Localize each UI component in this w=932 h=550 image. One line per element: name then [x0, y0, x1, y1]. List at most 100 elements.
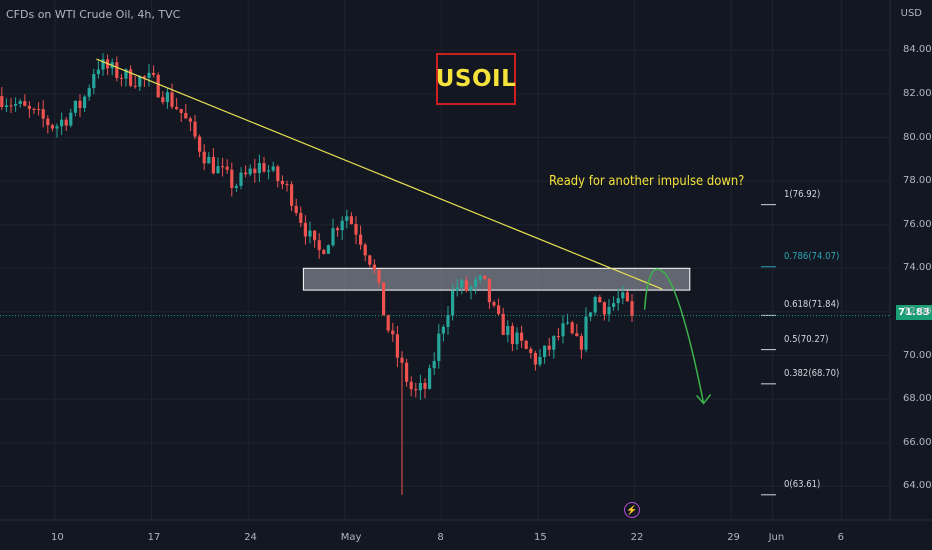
candle-body: [386, 315, 390, 331]
candle-body: [142, 76, 146, 78]
candle-body: [188, 118, 192, 122]
candle-body: [239, 172, 243, 186]
price-tick-label: 64.00: [903, 480, 932, 492]
candle-body: [543, 345, 547, 357]
candle-body: [308, 230, 312, 237]
candle-body: [170, 92, 174, 107]
candle-body: [46, 118, 50, 126]
candle-body: [349, 216, 353, 225]
candle-body: [37, 108, 41, 110]
candle-body: [23, 101, 27, 106]
candle-body: [78, 100, 82, 108]
resistance-zone: [302, 267, 691, 291]
candle-body: [515, 332, 519, 345]
candle-body: [441, 326, 445, 334]
candle-body: [501, 313, 505, 335]
time-tick-label: 6: [837, 532, 844, 543]
price-tick-label: 70.00: [903, 349, 932, 361]
candle-body: [451, 290, 455, 316]
candle-body: [257, 163, 261, 174]
candle-body: [32, 108, 36, 110]
candle-body: [193, 121, 197, 137]
candle-body: [0, 96, 4, 107]
candle-body: [4, 105, 8, 107]
candle-body: [510, 326, 514, 345]
candle-body: [363, 244, 367, 256]
candle-body: [175, 106, 179, 109]
candle-body: [566, 322, 570, 324]
price-tick-label: 80.00: [903, 131, 932, 143]
candle-body: [607, 306, 611, 315]
price-tick-label: 82.00: [903, 87, 932, 99]
candle-body: [276, 166, 280, 181]
candle-body: [372, 264, 376, 270]
candle-body: [303, 222, 307, 237]
candle-body: [497, 305, 501, 314]
candle-body: [129, 69, 133, 86]
candle-body: [584, 316, 588, 350]
current-price-tag: 71.83: [896, 305, 932, 320]
candle-body: [198, 136, 202, 152]
candle-body: [340, 220, 344, 231]
candle-body: [92, 74, 96, 89]
candle-body: [602, 302, 606, 315]
candle-body: [165, 92, 169, 103]
candle-body: [395, 334, 399, 358]
candle-body: [418, 383, 422, 391]
candle-body: [377, 269, 381, 283]
candle-body: [248, 168, 252, 175]
candle-body: [524, 340, 528, 349]
candle-body: [423, 383, 427, 389]
candle-body: [630, 301, 634, 316]
candle-body: [322, 250, 326, 254]
fib-level-label: 1(76.92): [784, 188, 821, 200]
candle-body: [368, 255, 372, 265]
time-tick-label: 29: [727, 532, 740, 543]
candle-body: [520, 332, 524, 341]
candle-body: [115, 62, 119, 78]
candle-body: [313, 230, 317, 241]
candle-body: [359, 234, 363, 245]
candle-body: [73, 100, 77, 113]
candle-body: [216, 166, 220, 174]
candle-body: [492, 302, 496, 306]
candle-body: [184, 113, 188, 119]
candle-body: [55, 126, 59, 129]
candle-body: [41, 109, 45, 119]
candle-body: [625, 292, 629, 302]
lightning-icon[interactable]: ⚡: [624, 502, 640, 518]
drawing-overlay: [96, 58, 712, 405]
candle-body: [271, 166, 275, 171]
candle-body: [87, 88, 91, 97]
candle-body: [446, 315, 450, 327]
time-tick-label: 10: [51, 532, 64, 543]
candle-body: [152, 72, 156, 75]
candle-body: [460, 280, 464, 288]
candle-body: [345, 216, 349, 221]
candle-body: [161, 97, 165, 103]
candle-body: [230, 169, 234, 188]
candle-body: [538, 356, 542, 365]
candle-body: [156, 74, 160, 98]
annotation-text: Ready for another impulse down?: [549, 173, 745, 189]
price-tick-label: 72.00: [903, 305, 932, 317]
candle-body: [579, 336, 583, 350]
candle-body: [474, 279, 478, 288]
candle-body: [294, 205, 298, 213]
candlestick-series: [0, 53, 634, 495]
candle-body: [221, 166, 225, 168]
candle-body: [317, 240, 321, 251]
candle-body: [69, 112, 73, 126]
time-tick-label: 22: [630, 532, 644, 543]
candle-body: [478, 275, 482, 280]
projection-arrowhead: [696, 393, 712, 405]
candle-body: [616, 298, 620, 304]
fib-level-label: 0.382(68.70): [784, 367, 840, 379]
candle-body: [331, 228, 335, 246]
candle-body: [621, 292, 625, 299]
candle-body: [487, 278, 491, 303]
candle-body: [483, 275, 487, 279]
candle-body: [354, 224, 358, 235]
time-tick-label: 8: [437, 532, 444, 543]
